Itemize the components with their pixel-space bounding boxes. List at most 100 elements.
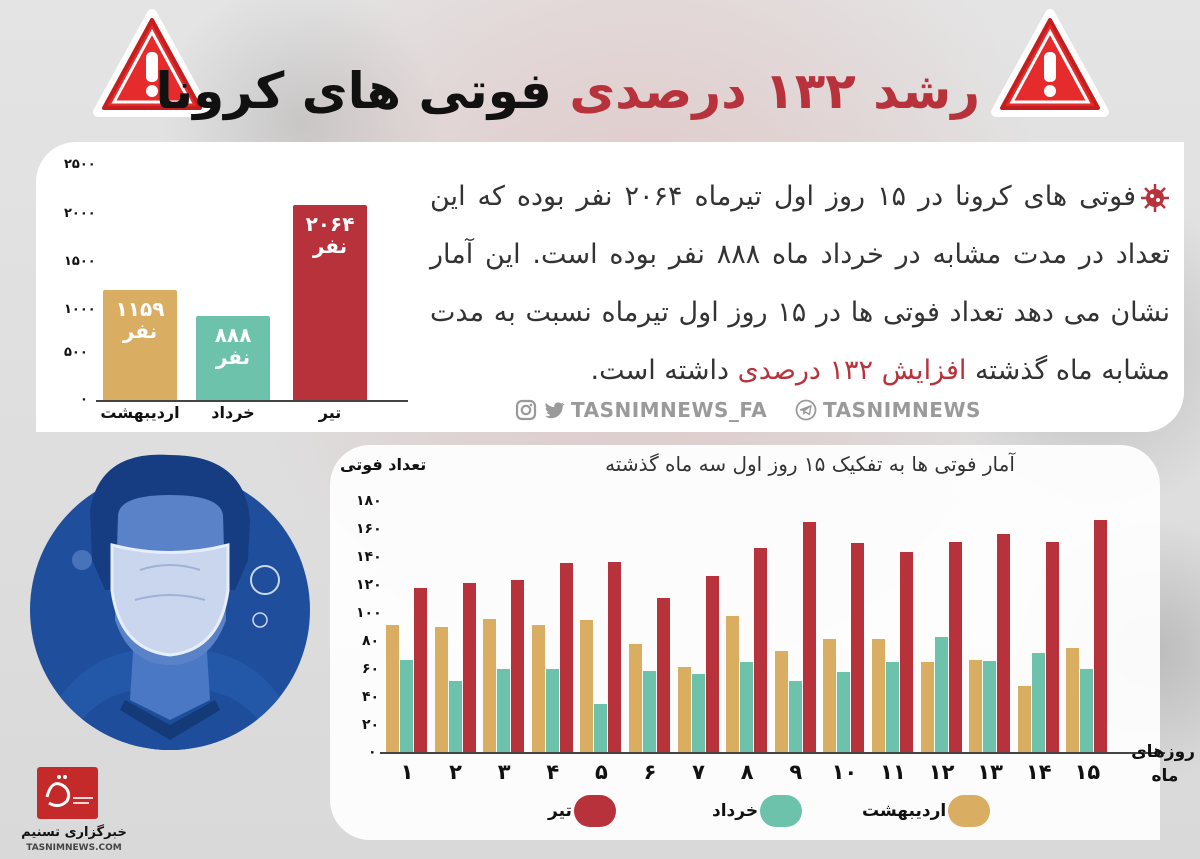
bar-day-3-series-2	[511, 579, 525, 752]
bar-day-5-series-0	[580, 620, 594, 752]
bar-day-10-series-1	[837, 672, 851, 752]
y-tick: ۲۰	[362, 717, 380, 733]
x-label: ۵	[594, 760, 608, 784]
bar-day-14-series-0	[1017, 686, 1031, 752]
x-label: ۱۴	[1025, 760, 1052, 784]
paragraph-text: فوتی های کرونا در ۱۵ روز اول تیرماه ۲۰۶۴…	[430, 181, 1171, 386]
x-label: ۱۵	[1074, 760, 1101, 784]
bar-day-10-series-2	[851, 543, 865, 752]
bar-day-14-series-2	[1045, 542, 1059, 752]
y-tick: ۱۰۰۰	[64, 302, 96, 317]
legend-item-ordibehesht: اردیبهشت	[862, 795, 991, 827]
y-tick: ۱۰۰	[356, 605, 382, 621]
bar-day-2-series-2	[462, 582, 476, 752]
x-label: خرداد	[211, 403, 255, 422]
bar-day-15-series-0	[1066, 648, 1080, 752]
social-handle-text: TASNIMNEWS_FA	[571, 398, 768, 422]
x-axis-title: روزهای ماه	[1131, 742, 1195, 786]
y-tick: ۱۵۰۰	[64, 254, 96, 269]
y-tick: ۴۰	[362, 689, 380, 705]
bar-day-12-series-0	[920, 662, 934, 752]
x-label: ۸	[740, 760, 754, 784]
y-tick: ۲۵۰۰	[64, 157, 96, 172]
x-label: ۶	[643, 760, 657, 784]
tasnim-logo-mark	[45, 775, 93, 808]
bar-day-5-series-2	[608, 561, 622, 752]
bar-day-6-series-2	[657, 598, 670, 752]
bar-day-11-series-2	[900, 551, 913, 752]
bar-day-8-series-2	[754, 547, 768, 752]
title-growth: رشد ۱۳۲ درصدی	[569, 62, 980, 120]
bar-day-10-series-0	[823, 638, 837, 752]
y-tick: ۰	[80, 392, 88, 407]
title-subject: فوتی های کرونا	[155, 62, 552, 120]
bar-day-11-series-0	[872, 638, 885, 752]
y-tick: ۰	[368, 744, 377, 760]
telegram-icon	[795, 399, 817, 421]
bar-day-6-series-0	[629, 644, 642, 752]
x-label: ۳	[497, 760, 511, 784]
bar-day-9-series-1	[788, 680, 802, 752]
masked-person-illustration	[30, 454, 310, 750]
bar-value-label: ۸۸۸ نفر	[214, 323, 252, 369]
x-label: تیر	[318, 403, 342, 422]
bar-day-2-series-0	[434, 627, 448, 752]
bar-day-9-series-2	[802, 522, 816, 752]
bar-day-12-series-1	[934, 637, 948, 752]
bar-day-8-series-1	[740, 662, 754, 752]
header: رشد ۱۳۲ درصدی فوتی های کرونا	[0, 0, 1200, 140]
bar-khordad: ۸۸۸ نفر	[196, 316, 270, 400]
bar-day-1-series-2	[414, 588, 427, 752]
y-axis-title: تعداد فوتی	[340, 455, 427, 474]
paragraph-text-end: داشته است.	[590, 355, 738, 386]
bar-day-3-series-1	[497, 669, 511, 752]
legend-swatch	[573, 795, 616, 827]
bar-value-label: ۱۱۵۹ نفر	[115, 297, 165, 343]
page-title: رشد ۱۳۲ درصدی فوتی های کرونا	[156, 56, 980, 126]
legend-swatch	[948, 795, 991, 827]
bar-day-15-series-1	[1080, 669, 1094, 752]
warning-icon	[991, 9, 1109, 117]
social-handle-text: TASNIMNEWS	[823, 398, 981, 422]
y-tick: ۲۰۰۰	[64, 206, 96, 221]
bar-day-13-series-2	[997, 533, 1011, 752]
bar-day-6-series-1	[643, 670, 656, 752]
instagram-icon	[515, 399, 537, 421]
bar-day-9-series-0	[774, 651, 788, 752]
legend-swatch	[760, 795, 803, 827]
x-label: ۱۰	[831, 760, 858, 784]
bar-day-7-series-0	[677, 666, 691, 752]
bar-day-1-series-0	[386, 624, 399, 752]
bar-day-11-series-1	[886, 662, 899, 752]
x-axis	[96, 400, 408, 402]
legend-item-tir: تیر	[548, 795, 616, 827]
bar-day-1-series-1	[400, 659, 413, 752]
bar-day-2-series-1	[448, 680, 462, 752]
legend-label: اردیبهشت	[862, 801, 947, 821]
bar-day-5-series-1	[594, 704, 608, 752]
x-label: ۱۱	[880, 760, 906, 784]
logo-url: TASNIMNEWS.COM	[26, 843, 122, 853]
summary-paragraph: فوتی های کرونا در ۱۵ روز اول تیرماه ۲۰۶۴…	[430, 168, 1170, 400]
bar-day-4-series-1	[545, 669, 559, 752]
bar-day-7-series-1	[691, 673, 705, 752]
x-label: اردیبهشت	[100, 403, 180, 422]
tasnim-logo	[37, 767, 98, 819]
y-tick: ۵۰۰	[64, 345, 88, 360]
x-label: ۲	[449, 760, 462, 784]
bar-day-4-series-2	[559, 563, 573, 752]
bar-day-4-series-0	[531, 624, 545, 752]
y-tick: ۸۰	[362, 633, 380, 649]
warning-icon	[93, 9, 211, 117]
bar-ordibehesht: ۱۱۵۹ نفر	[103, 290, 177, 400]
y-tick: ۱۴۰	[356, 549, 382, 565]
paragraph-highlight: افزایش ۱۳۲ درصدی	[737, 355, 967, 386]
x-label: ۴	[546, 760, 560, 784]
social-handle-instagram-twitter: TASNIMNEWS_FA	[515, 398, 767, 422]
x-label: ۱۲	[928, 760, 955, 784]
x-axis	[380, 752, 1165, 754]
bar-day-8-series-0	[726, 616, 740, 752]
twitter-icon	[545, 402, 565, 419]
bar-value-label: ۲۰۶۴ نفر	[305, 212, 355, 258]
bar-day-14-series-1	[1031, 652, 1045, 752]
